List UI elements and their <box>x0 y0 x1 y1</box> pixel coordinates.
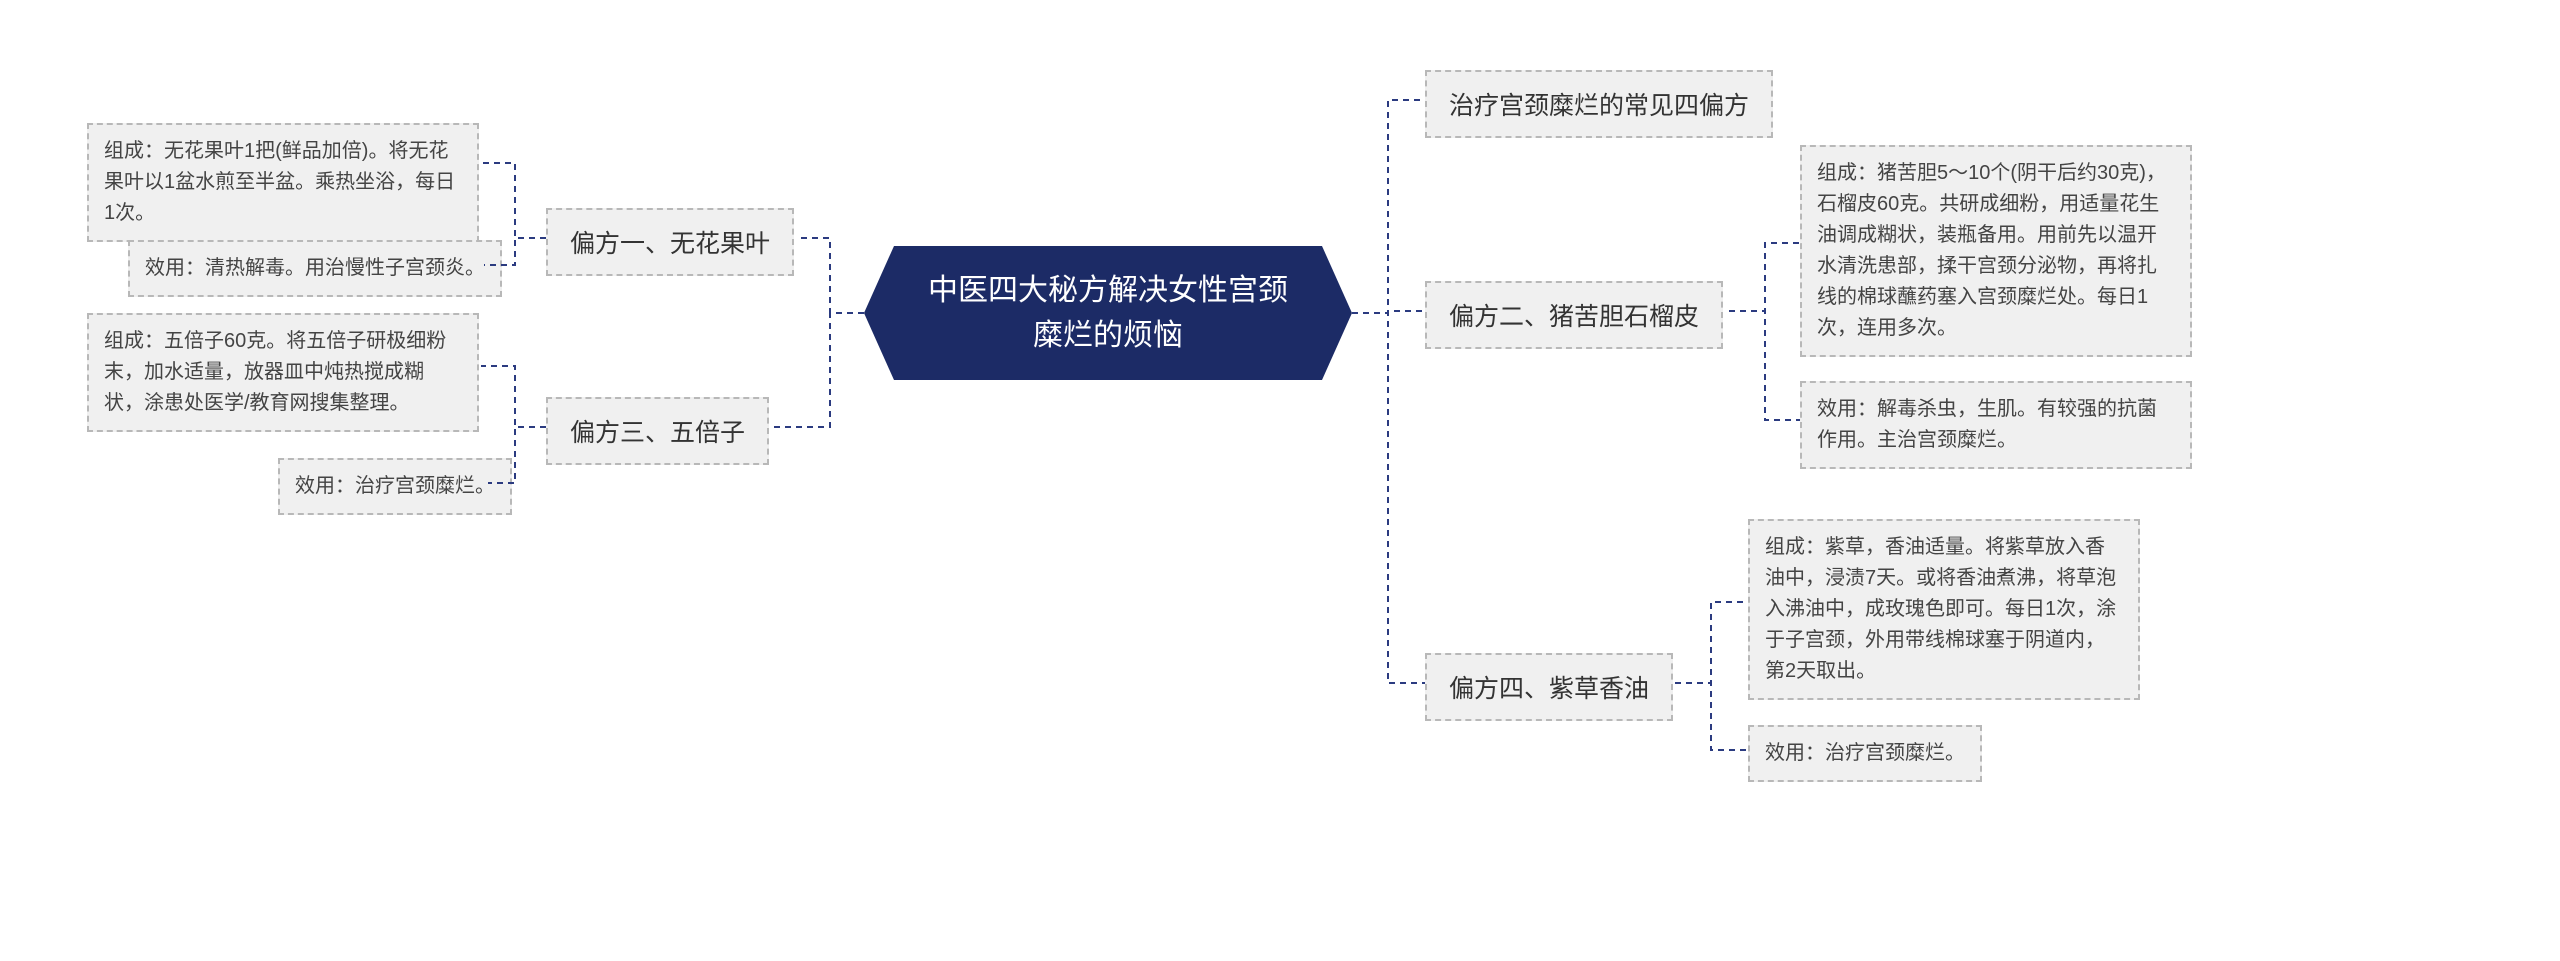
branch-label: 偏方四、紫草香油 <box>1449 675 1649 703</box>
branch-label: 治疗宫颈糜烂的常见四偏方 <box>1449 92 1749 120</box>
branch-node-1: 偏方一、无花果叶 <box>546 208 794 276</box>
branch-label: 偏方二、猪苦胆石榴皮 <box>1449 303 1699 331</box>
leaf-label: 效用：清热解毒。用治慢性子宫颈炎。 <box>145 257 485 279</box>
mindmap-root: 中医四大秘方解决女性宫颈糜烂的烦恼 <box>894 246 1322 380</box>
leaf-node-1-1: 组成：无花果叶1把(鲜品加倍)。将无花果叶以1盆水煎至半盆。乘热坐浴，每日1次。 <box>87 123 479 242</box>
leaf-label: 效用：解毒杀虫，生肌。有较强的抗菌作用。主治宫颈糜烂。 <box>1817 398 2157 451</box>
leaf-node-4-2: 效用：治疗宫颈糜烂。 <box>1748 725 1982 782</box>
leaf-node-4-1: 组成：紫草，香油适量。将紫草放入香油中，浸渍7天。或将香油煮沸，将草泡入沸油中，… <box>1748 519 2140 700</box>
leaf-node-2-1: 组成：猪苦胆5～10个(阴干后约30克)，石榴皮60克。共研成细粉，用适量花生油… <box>1800 145 2192 357</box>
branch-node-2: 偏方二、猪苦胆石榴皮 <box>1425 281 1723 349</box>
leaf-label: 组成：猪苦胆5～10个(阴干后约30克)，石榴皮60克。共研成细粉，用适量花生油… <box>1817 162 2166 339</box>
branch-node-4: 偏方四、紫草香油 <box>1425 653 1673 721</box>
leaf-node-3-2: 效用：治疗宫颈糜烂。 <box>278 458 512 515</box>
branch-label: 偏方一、无花果叶 <box>570 230 770 258</box>
branch-node-3: 偏方三、五倍子 <box>546 397 769 465</box>
leaf-node-3-1: 组成：五倍子60克。将五倍子研极细粉末，加水适量，放器皿中炖热搅成糊状，涂患处医… <box>87 313 479 432</box>
branch-node-r0: 治疗宫颈糜烂的常见四偏方 <box>1425 70 1773 138</box>
root-label: 中医四大秘方解决女性宫颈糜烂的烦恼 <box>928 274 1288 352</box>
leaf-label: 组成：无花果叶1把(鲜品加倍)。将无花果叶以1盆水煎至半盆。乘热坐浴，每日1次。 <box>104 140 455 224</box>
leaf-label: 效用：治疗宫颈糜烂。 <box>295 475 495 497</box>
leaf-node-2-2: 效用：解毒杀虫，生肌。有较强的抗菌作用。主治宫颈糜烂。 <box>1800 381 2192 469</box>
leaf-node-1-2: 效用：清热解毒。用治慢性子宫颈炎。 <box>128 240 502 297</box>
branch-label: 偏方三、五倍子 <box>570 419 745 447</box>
leaf-label: 组成：紫草，香油适量。将紫草放入香油中，浸渍7天。或将香油煮沸，将草泡入沸油中，… <box>1765 536 2116 682</box>
leaf-label: 组成：五倍子60克。将五倍子研极细粉末，加水适量，放器皿中炖热搅成糊状，涂患处医… <box>104 330 446 414</box>
leaf-label: 效用：治疗宫颈糜烂。 <box>1765 742 1965 764</box>
